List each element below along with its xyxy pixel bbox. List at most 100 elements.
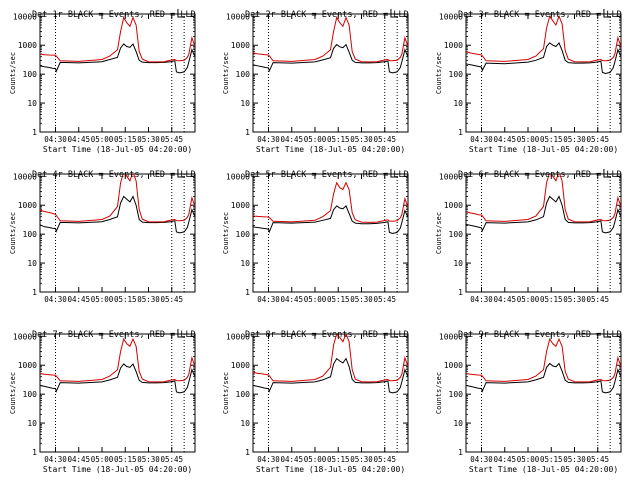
x-tick-label: 05:00: [517, 455, 540, 464]
x-tick-label: 05:45: [373, 295, 396, 304]
y-tick-label: 1000: [231, 201, 250, 210]
series-lld-line: [253, 16, 408, 63]
y-tick-label: 1: [458, 448, 463, 457]
x-tick-label: 05:15: [114, 455, 137, 464]
series-lld-line: [466, 337, 621, 383]
x-tick-label: 04:45: [280, 135, 303, 144]
x-tick-label: 05:15: [540, 135, 563, 144]
x-tick-label: 05:00: [91, 135, 114, 144]
x-tick-label: 04:30: [44, 135, 67, 144]
x-tick-label: 04:45: [67, 295, 90, 304]
panel-det-8: 1 10 100 1000 10000 04:30 04:45 05:00 05:15 05:30…: [222, 329, 409, 474]
y-tick-label: 10: [453, 419, 463, 428]
series-events-line: [40, 363, 195, 394]
y-tick-label: 100: [236, 70, 251, 79]
x-axis-label: Start Time (18-Jul-05 04:20:00): [256, 465, 405, 474]
x-tick-label: 04:45: [280, 295, 303, 304]
y-axis-label: Counts/sec: [435, 212, 443, 254]
x-tick-label: 04:45: [493, 455, 516, 464]
x-tick-label: 05:00: [304, 295, 327, 304]
y-tick-label: 10000: [13, 172, 37, 181]
panel-title: Det 3r BLACK = Events, RED = LLD: [458, 10, 622, 20]
panel-det-9: 1 10 100 1000 10000 04:30 04:45 05:00 05:15 05:30…: [435, 329, 622, 474]
y-tick-label: 1000: [231, 41, 250, 50]
x-tick-label: 05:30: [350, 295, 373, 304]
y-tick-label: 1: [32, 288, 37, 297]
x-tick-label: 05:15: [327, 295, 350, 304]
x-tick-label: 05:15: [540, 295, 563, 304]
x-tick-label: 04:45: [493, 295, 516, 304]
y-axis-label: Counts/sec: [222, 52, 230, 94]
x-tick-label: 05:30: [563, 135, 586, 144]
y-tick-label: 100: [23, 70, 38, 79]
x-tick-label: 05:15: [114, 295, 137, 304]
x-tick-label: 04:30: [257, 135, 280, 144]
plot-frame: [252, 13, 409, 133]
y-tick-label: 1: [458, 128, 463, 137]
series-events-line: [253, 43, 408, 74]
x-axis-label: Start Time (18-Jul-05 04:20:00): [43, 145, 192, 154]
panel-det-5: 1 10 100 1000 10000 04:30 04:45 05:00 05:15 05:30…: [222, 169, 409, 304]
plot-frame: [39, 173, 196, 293]
y-tick-label: 100: [23, 230, 38, 239]
y-tick-label: 10000: [226, 172, 250, 181]
panel-title: Det 5r BLACK = Events, RED = LLD: [245, 170, 409, 180]
y-tick-label: 1: [32, 448, 37, 457]
interval-bracket-mark: [603, 329, 611, 338]
panel-title: Det 1r BLACK = Events, RED = LLD: [32, 10, 196, 20]
y-tick-label: 10000: [439, 172, 463, 181]
x-tick-label: 05:15: [114, 135, 137, 144]
y-tick-label: 1: [245, 128, 250, 137]
y-tick-label: 10: [240, 99, 250, 108]
x-tick-label: 05:45: [373, 135, 396, 144]
x-tick-label: 05:00: [304, 455, 327, 464]
y-tick-label: 1: [245, 448, 250, 457]
y-tick-label: 10000: [13, 332, 37, 341]
x-tick-label: 05:00: [304, 135, 327, 144]
x-tick-label: 05:30: [137, 135, 160, 144]
y-tick-label: 1: [245, 288, 250, 297]
y-axis-label: Counts/sec: [9, 52, 17, 94]
x-tick-label: 05:00: [91, 455, 114, 464]
plot-frame: [252, 173, 409, 293]
y-axis-label: Counts/sec: [9, 372, 17, 414]
series-events-line: [253, 205, 408, 235]
series-lld-line: [466, 14, 621, 63]
y-tick-label: 100: [449, 70, 464, 79]
x-tick-label: 05:45: [586, 455, 609, 464]
series-lld-line: [253, 181, 408, 223]
y-tick-label: 10: [453, 99, 463, 108]
x-tick-label: 05:30: [350, 135, 373, 144]
y-tick-label: 1000: [231, 361, 250, 370]
series-lld-line: [40, 337, 195, 383]
interval-bracket-mark: [603, 9, 611, 18]
x-tick-label: 05:45: [160, 135, 183, 144]
interval-bracket-mark: [177, 329, 185, 338]
x-tick-label: 05:30: [137, 455, 160, 464]
y-tick-label: 10: [27, 259, 37, 268]
series-lld-line: [253, 334, 408, 383]
y-tick-label: 10000: [13, 12, 37, 21]
x-axis-label: Start Time (18-Jul-05 04:20:00): [469, 465, 618, 474]
x-tick-label: 04:45: [67, 135, 90, 144]
panel-det-7: 1 10 100 1000 10000 04:30 04:45 05:00 05:15 05:30…: [9, 329, 196, 474]
x-tick-label: 05:45: [586, 135, 609, 144]
y-tick-label: 1: [32, 128, 37, 137]
series-lld-line: [40, 174, 195, 223]
series-events-line: [466, 362, 621, 394]
x-tick-label: 04:30: [257, 295, 280, 304]
x-axis-label: Start Time (18-Jul-05 04:20:00): [256, 145, 405, 154]
interval-bracket-mark: [177, 169, 185, 178]
series-events-line: [466, 195, 621, 234]
y-tick-label: 1000: [18, 361, 37, 370]
x-tick-label: 05:30: [137, 295, 160, 304]
plot-frame: [465, 13, 622, 133]
y-tick-label: 100: [449, 230, 464, 239]
y-axis-label: Counts/sec: [222, 372, 230, 414]
x-tick-label: 04:45: [493, 135, 516, 144]
y-tick-label: 10: [453, 259, 463, 268]
y-tick-label: 1000: [18, 41, 37, 50]
x-tick-label: 05:15: [327, 135, 350, 144]
x-tick-label: 04:45: [67, 455, 90, 464]
